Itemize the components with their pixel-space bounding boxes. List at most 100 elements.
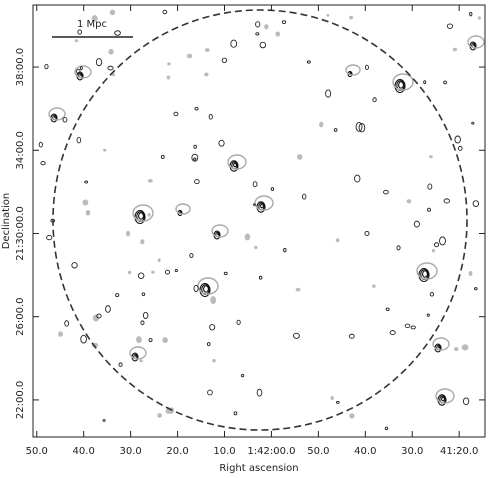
contour bbox=[46, 234, 53, 241]
contour bbox=[406, 199, 412, 204]
contour bbox=[118, 362, 123, 367]
contour bbox=[91, 15, 98, 22]
contour bbox=[147, 178, 153, 183]
contour bbox=[193, 144, 197, 149]
contour bbox=[84, 180, 89, 184]
y-axis-label: Declination bbox=[1, 193, 12, 250]
contour bbox=[295, 287, 301, 292]
contour-halo bbox=[345, 64, 361, 76]
contour bbox=[441, 396, 445, 402]
contour bbox=[471, 121, 475, 125]
contour bbox=[138, 212, 144, 220]
contour bbox=[141, 292, 146, 297]
contour bbox=[194, 179, 200, 185]
contour bbox=[473, 43, 475, 47]
contour bbox=[109, 9, 116, 16]
contour bbox=[454, 135, 461, 144]
contour bbox=[114, 30, 121, 36]
x-tick-label: 40.0 bbox=[73, 446, 95, 457]
contour-halo bbox=[432, 337, 450, 351]
contour bbox=[413, 220, 420, 228]
contour bbox=[254, 245, 258, 250]
contour bbox=[148, 338, 153, 343]
contour bbox=[240, 373, 245, 378]
contour bbox=[85, 209, 91, 216]
contour bbox=[461, 344, 469, 351]
contour bbox=[252, 203, 256, 206]
contour-halo bbox=[392, 73, 414, 91]
contour bbox=[474, 287, 478, 291]
contour bbox=[204, 72, 209, 77]
contour bbox=[40, 160, 46, 166]
field-circle bbox=[52, 9, 468, 431]
contour bbox=[410, 325, 416, 330]
contour bbox=[472, 200, 480, 208]
contour bbox=[189, 253, 194, 258]
y-tick-label: 34:00.0 bbox=[15, 131, 26, 169]
contour bbox=[383, 189, 389, 195]
contour bbox=[452, 47, 458, 52]
x-axis-label: Right ascension bbox=[219, 463, 298, 474]
contour bbox=[301, 193, 307, 200]
contour-halo bbox=[132, 204, 154, 222]
contour-halo bbox=[175, 203, 191, 215]
contour bbox=[186, 53, 193, 59]
contour bbox=[443, 80, 447, 85]
contour bbox=[206, 342, 211, 347]
contour bbox=[354, 174, 361, 183]
x-tick-label: 41:20.0 bbox=[440, 446, 478, 457]
contour bbox=[423, 80, 427, 85]
scale-label: 1 Mpc bbox=[77, 19, 107, 30]
contour bbox=[325, 89, 332, 98]
x-tick-label: 30.0 bbox=[401, 446, 423, 457]
contour bbox=[477, 16, 481, 20]
contour bbox=[372, 97, 377, 103]
contour bbox=[326, 13, 330, 17]
contour bbox=[77, 29, 82, 35]
x-tick-label: 50.0 bbox=[307, 446, 329, 457]
x-tick-label: 20.0 bbox=[166, 446, 188, 457]
contour bbox=[212, 358, 216, 363]
contour bbox=[364, 64, 369, 70]
contour bbox=[372, 284, 376, 288]
y-tick-label: 22:00.0 bbox=[15, 381, 26, 419]
contour bbox=[330, 395, 334, 401]
contour bbox=[429, 291, 435, 297]
y-tick-label: 21:30:00.0 bbox=[15, 206, 26, 260]
contour bbox=[62, 117, 68, 123]
contour bbox=[259, 41, 267, 49]
contour bbox=[426, 313, 430, 317]
contour-halo bbox=[254, 195, 274, 211]
contour bbox=[147, 213, 151, 217]
contour bbox=[348, 333, 355, 339]
contour bbox=[157, 412, 162, 418]
contour-halo bbox=[227, 154, 247, 170]
contour bbox=[333, 128, 338, 132]
contour bbox=[193, 284, 199, 292]
contour bbox=[108, 48, 114, 55]
contour bbox=[140, 239, 145, 245]
contour bbox=[76, 68, 81, 75]
contour bbox=[233, 411, 238, 416]
contour bbox=[255, 32, 260, 36]
y-tick-label: 26:00.0 bbox=[15, 298, 26, 336]
contour bbox=[82, 199, 89, 206]
contour bbox=[44, 63, 49, 70]
contour-halo bbox=[211, 224, 229, 238]
contour bbox=[462, 397, 470, 406]
contour bbox=[443, 198, 450, 204]
contour bbox=[191, 153, 199, 162]
contour-halo bbox=[74, 65, 92, 79]
contour bbox=[438, 345, 440, 349]
contour bbox=[204, 48, 210, 52]
contour bbox=[58, 331, 63, 337]
contour bbox=[469, 11, 473, 17]
contour bbox=[139, 359, 143, 363]
contour bbox=[54, 115, 56, 119]
contour bbox=[306, 60, 311, 64]
contour bbox=[96, 313, 102, 319]
contour bbox=[125, 230, 131, 237]
contour bbox=[103, 148, 107, 152]
contour bbox=[209, 324, 216, 331]
x-tick-label: 50.0 bbox=[26, 446, 48, 457]
